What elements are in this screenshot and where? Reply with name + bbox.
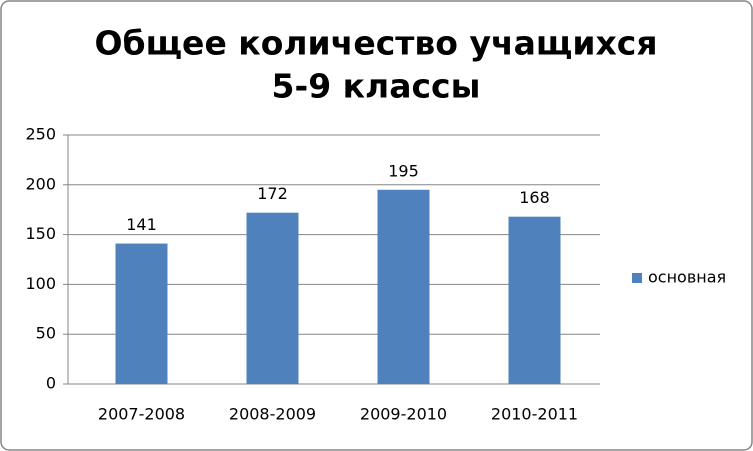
data-label: 141 <box>126 215 157 234</box>
y-tick-label: 150 <box>25 224 56 243</box>
data-label: 168 <box>519 188 550 207</box>
y-tick-label: 250 <box>25 125 56 144</box>
y-tick-label: 200 <box>25 174 56 193</box>
bar <box>246 212 299 384</box>
y-tick-label: 0 <box>46 374 56 393</box>
bar <box>377 189 430 384</box>
data-label: 195 <box>388 161 419 180</box>
chart-title: Общее количество учащихся <box>94 24 657 63</box>
y-tick-label: 100 <box>25 274 56 293</box>
x-tick-label: 2008-2009 <box>229 405 316 424</box>
bar <box>115 243 168 384</box>
y-tick-label: 50 <box>36 324 56 343</box>
legend-label: основная <box>648 268 726 287</box>
x-tick-label: 2007-2008 <box>98 405 185 424</box>
legend-swatch <box>632 273 642 283</box>
data-label: 172 <box>257 184 288 203</box>
chart-title: 5-9 классы <box>272 67 481 106</box>
x-tick-label: 2010-2011 <box>491 405 578 424</box>
x-tick-label: 2009-2010 <box>360 405 447 424</box>
bar <box>508 216 561 384</box>
